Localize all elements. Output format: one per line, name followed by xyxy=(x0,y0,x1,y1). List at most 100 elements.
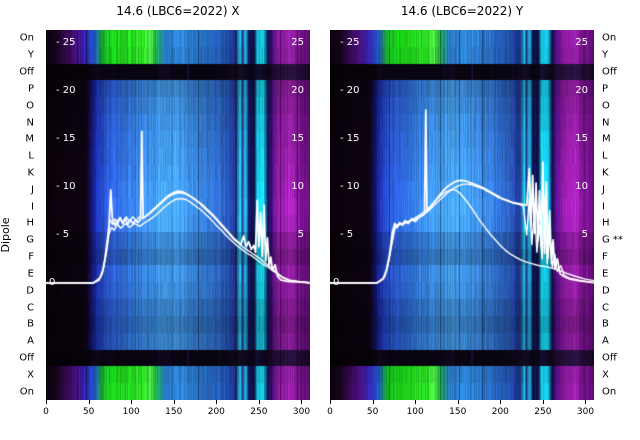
x-tick-mark xyxy=(415,400,417,404)
x-tick-label: 0 xyxy=(327,407,333,417)
inner-tick-right: 25 xyxy=(575,37,588,48)
row-label-right: E xyxy=(602,268,609,280)
inner-tick-right: 10 xyxy=(575,181,588,192)
x-tick-label: 0 xyxy=(43,407,49,417)
x-tick-label: 50 xyxy=(82,407,95,417)
inner-tick-left: - 10 xyxy=(56,181,76,192)
row-label-left: F xyxy=(28,251,34,263)
inner-tick-left: - 15 xyxy=(56,133,76,144)
inner-tick-left: - 20 xyxy=(340,85,360,96)
row-label-right: On xyxy=(602,32,617,44)
x-tick-label: 200 xyxy=(207,407,225,417)
x-tick-mark xyxy=(457,400,459,404)
x-tick-mark xyxy=(88,400,90,404)
x-tick-mark xyxy=(131,400,133,404)
inner-tick-right: 20 xyxy=(291,85,304,96)
x-tick-label: 300 xyxy=(576,407,595,417)
row-label-left: On xyxy=(19,386,34,398)
x-tick-mark xyxy=(500,400,502,404)
row-label-right: J xyxy=(602,184,605,196)
row-label-left: X xyxy=(27,369,34,381)
row-label-left: J xyxy=(31,184,34,196)
x-tick-mark xyxy=(258,400,260,404)
row-label-right: G ** xyxy=(602,234,623,246)
row-label-right: N xyxy=(602,117,610,128)
row-label-right: X xyxy=(602,369,609,381)
y-axis-labels-right: On Y Off P O N M L K J I H G ** F E D C B A Off X On xyxy=(600,0,640,440)
row-label-left: Y xyxy=(27,49,34,61)
row-label-right: L xyxy=(602,150,608,162)
x-tick-mark xyxy=(585,400,587,404)
inner-tick-right: 25 xyxy=(291,37,304,48)
x-tick-label: 150 xyxy=(165,407,183,417)
row-label-left: K xyxy=(27,167,34,179)
x-tick-label: 250 xyxy=(250,407,268,417)
row-label-left: H xyxy=(26,217,34,229)
x-tick-mark xyxy=(542,400,544,404)
row-label-left: A xyxy=(27,335,34,347)
row-label-right: Off xyxy=(602,352,617,364)
row-label-left: N xyxy=(26,117,34,128)
x-tick-label: 300 xyxy=(292,407,311,417)
y-axis-labels-left: On Y Off P O N M L K J I H G F E D C B A Off X On xyxy=(0,0,40,440)
x-tick-label: 200 xyxy=(491,407,509,417)
row-label-left: B xyxy=(27,318,34,330)
row-label-right: I xyxy=(602,201,605,213)
x-tick-mark xyxy=(330,400,331,404)
heatmap-panel-x: - 25 - 20 - 15 - 10 - 5 25 20 15 10 5 0 xyxy=(46,30,310,400)
row-label-right: D xyxy=(602,285,610,297)
x-tick-label: 150 xyxy=(449,407,467,417)
row-label-right: O xyxy=(602,100,610,112)
heatmap-panel-y: - 25 - 20 - 15 - 10 - 5 25 20 15 10 5 0 xyxy=(330,30,594,400)
row-label-left: L xyxy=(28,150,34,162)
row-label-left: Off xyxy=(19,352,34,364)
inner-tick-right: 10 xyxy=(291,181,304,192)
row-label-right: P xyxy=(602,83,609,95)
inner-tick-left: - 25 xyxy=(56,37,76,48)
panel-left-title: 14.6 (LBC6=2022) X xyxy=(116,4,240,18)
row-label-right: K xyxy=(602,167,609,179)
inner-tick-left: - 15 xyxy=(340,133,360,144)
panel-right-title: 14.6 (LBC6=2022) Y xyxy=(400,4,524,18)
row-label-left: O xyxy=(26,100,34,112)
inner-tick-right: 20 xyxy=(575,85,588,96)
inner-tick-right: 15 xyxy=(575,133,588,144)
row-label-right: H xyxy=(602,217,610,229)
inner-tick-left: - 5 xyxy=(340,229,354,240)
row-label-left: E xyxy=(27,268,34,280)
row-label-left: M xyxy=(25,133,34,145)
inner-zero-label: 0 xyxy=(333,277,340,288)
inner-zero-label: 0 xyxy=(49,277,56,288)
inner-tick-right: 5 xyxy=(297,229,304,240)
x-tick-mark xyxy=(173,400,175,404)
row-label-left: P xyxy=(27,83,34,95)
row-label-left: D xyxy=(26,285,34,297)
x-tick-label: 100 xyxy=(122,407,140,417)
row-label-right: Y xyxy=(602,49,609,61)
row-label-right: C xyxy=(602,302,609,313)
row-label-left: Off xyxy=(19,66,34,78)
x-tick-label: 250 xyxy=(534,407,552,417)
inner-tick-right: 15 xyxy=(291,133,304,144)
row-label-right: On xyxy=(602,386,617,398)
x-tick-mark xyxy=(216,400,218,404)
row-label-right: F xyxy=(602,251,608,263)
row-label-left: C xyxy=(27,302,34,313)
x-tick-label: 100 xyxy=(406,407,424,417)
row-label-left: I xyxy=(31,201,34,213)
inner-tick-left: - 5 xyxy=(56,229,70,240)
x-tick-mark xyxy=(301,400,303,404)
inner-tick-right: 5 xyxy=(581,229,588,240)
row-label-right: Off xyxy=(602,66,617,78)
x-tick-mark xyxy=(46,400,47,404)
heatmap-canvas-y xyxy=(330,30,594,400)
inner-tick-left: - 20 xyxy=(56,85,76,96)
row-label-right: B xyxy=(602,318,609,330)
row-label-right: A xyxy=(602,335,609,347)
x-tick-mark xyxy=(372,400,374,404)
row-label-right: M xyxy=(602,133,611,145)
inner-tick-left: - 25 xyxy=(340,37,360,48)
x-tick-label: 50 xyxy=(366,407,379,417)
inner-tick-left: - 10 xyxy=(340,181,360,192)
